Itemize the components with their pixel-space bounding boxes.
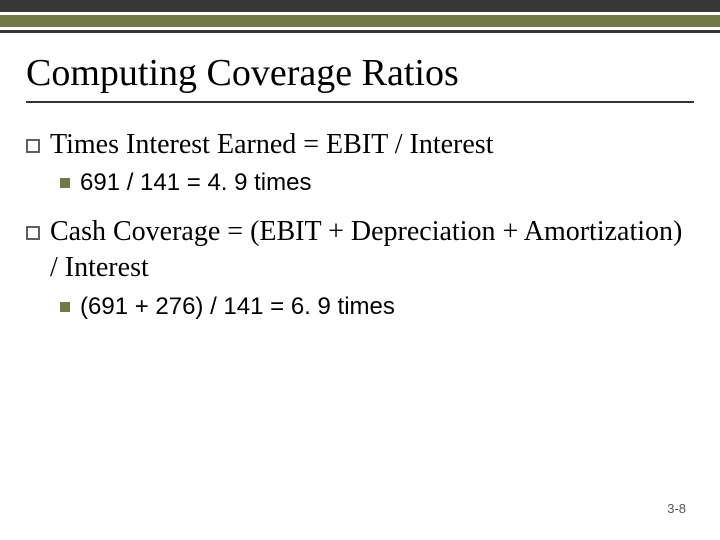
top-bar-dark bbox=[0, 0, 720, 12]
bullet-level1: Cash Coverage = (EBIT + Depreciation + A… bbox=[26, 214, 694, 287]
slide-title: Computing Coverage Ratios bbox=[26, 51, 694, 95]
square-solid-icon bbox=[60, 302, 70, 312]
bullet-text: Cash Coverage = (EBIT + Depreciation + A… bbox=[50, 214, 694, 287]
square-outline-icon bbox=[26, 139, 40, 153]
bullet-level2: (691 + 276) / 141 = 6. 9 times bbox=[60, 291, 694, 323]
bullet-text: Times Interest Earned = EBIT / Interest bbox=[50, 127, 493, 163]
content-area: Computing Coverage Ratios Times Interest… bbox=[0, 33, 720, 323]
bullet-text: (691 + 276) / 141 = 6. 9 times bbox=[80, 291, 395, 323]
top-bar-olive bbox=[0, 15, 720, 27]
title-underline bbox=[26, 101, 694, 103]
square-solid-icon bbox=[60, 178, 70, 188]
bullet-text: 691 / 141 = 4. 9 times bbox=[80, 167, 311, 199]
square-outline-icon bbox=[26, 226, 40, 240]
bullet-level1: Times Interest Earned = EBIT / Interest bbox=[26, 127, 694, 163]
bullet-level2: 691 / 141 = 4. 9 times bbox=[60, 167, 694, 199]
page-number: 3-8 bbox=[667, 501, 686, 516]
